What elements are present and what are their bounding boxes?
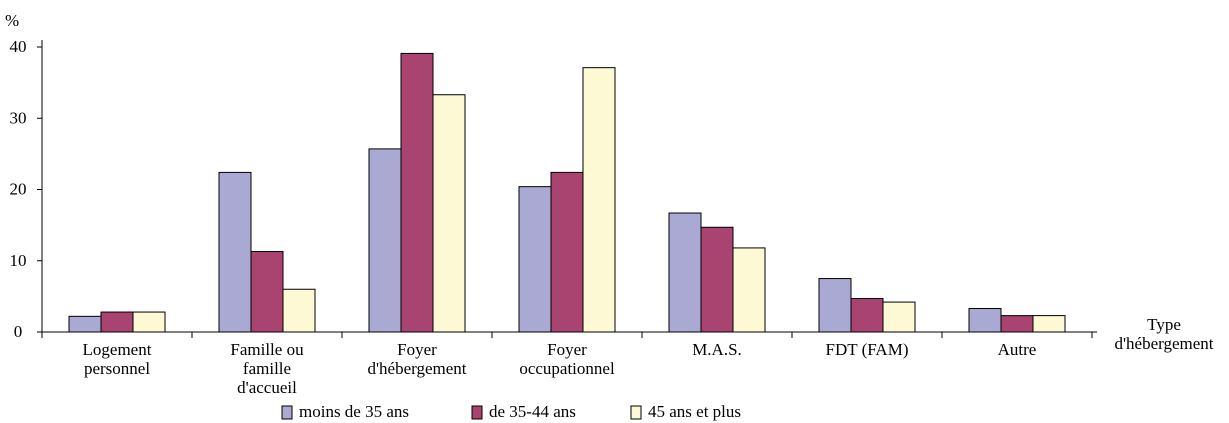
bar-de-35-44-ans-4	[700, 226, 734, 333]
x-tick-label: FDT (FAM)	[826, 340, 909, 359]
bar-de-35-44-ans-5	[850, 298, 884, 333]
x-tick-label: personnel	[84, 359, 150, 378]
y-tick-label: 10	[10, 251, 27, 270]
y-axis-label: %	[5, 11, 19, 30]
legend: moins de 35 ans de 35-44 ans 45 ans et plu…	[281, 402, 741, 421]
bar-moins-de-35-ans-0	[68, 315, 102, 333]
bar-moins-de-35-ans-4	[668, 212, 702, 333]
bar-45-ans-et-plus-1	[282, 288, 316, 333]
x-axis-label: Type	[1147, 315, 1181, 334]
bar-de-35-44-ans-6	[1000, 315, 1034, 333]
legend-label: 45 ans et plus	[648, 402, 741, 421]
legend-swatch	[281, 405, 293, 420]
bar-de-35-44-ans-0	[100, 311, 134, 333]
x-tick-label: Logement	[83, 340, 152, 359]
x-tick-label: Autre	[998, 340, 1037, 359]
bar-moins-de-35-ans-3	[518, 186, 552, 333]
bar-moins-de-35-ans-5	[818, 278, 852, 333]
legend-swatch	[630, 405, 642, 420]
bar-45-ans-et-plus-2	[432, 94, 466, 333]
x-axis-label: d'hébergement	[1114, 334, 1213, 353]
x-tick-label: d'accueil	[237, 378, 297, 397]
y-tick-label: 20	[10, 180, 27, 199]
bar-45-ans-et-plus-5	[882, 301, 916, 333]
y-tick-label: 40	[10, 37, 27, 56]
x-tick-label: famille	[243, 359, 291, 378]
bar-45-ans-et-plus-3	[582, 67, 616, 333]
x-tick-label: d'hébergement	[367, 359, 466, 378]
bar-de-35-44-ans-1	[250, 250, 284, 333]
legend-label: moins de 35 ans	[299, 402, 409, 421]
x-tick-label: Famille ou	[230, 340, 304, 359]
bar-moins-de-35-ans-6	[968, 307, 1002, 333]
x-tick-label: occupationnel	[519, 359, 615, 378]
x-tick-label: M.A.S.	[692, 340, 742, 359]
legend-label: de 35-44 ans	[489, 402, 576, 421]
bars	[68, 52, 1066, 333]
x-tick-label: Foyer	[547, 340, 587, 359]
bar-45-ans-et-plus-4	[732, 247, 766, 333]
bar-moins-de-35-ans-2	[368, 148, 402, 333]
legend-swatch	[471, 405, 483, 420]
bar-45-ans-et-plus-0	[132, 311, 166, 333]
x-tick-label: Foyer	[397, 340, 437, 359]
bar-45-ans-et-plus-6	[1032, 315, 1066, 333]
bar-de-35-44-ans-3	[550, 171, 584, 333]
y-tick-label: 30	[10, 108, 27, 127]
bar-de-35-44-ans-2	[400, 52, 434, 333]
y-tick-label: 0	[14, 322, 23, 341]
bar-moins-de-35-ans-1	[218, 171, 252, 333]
